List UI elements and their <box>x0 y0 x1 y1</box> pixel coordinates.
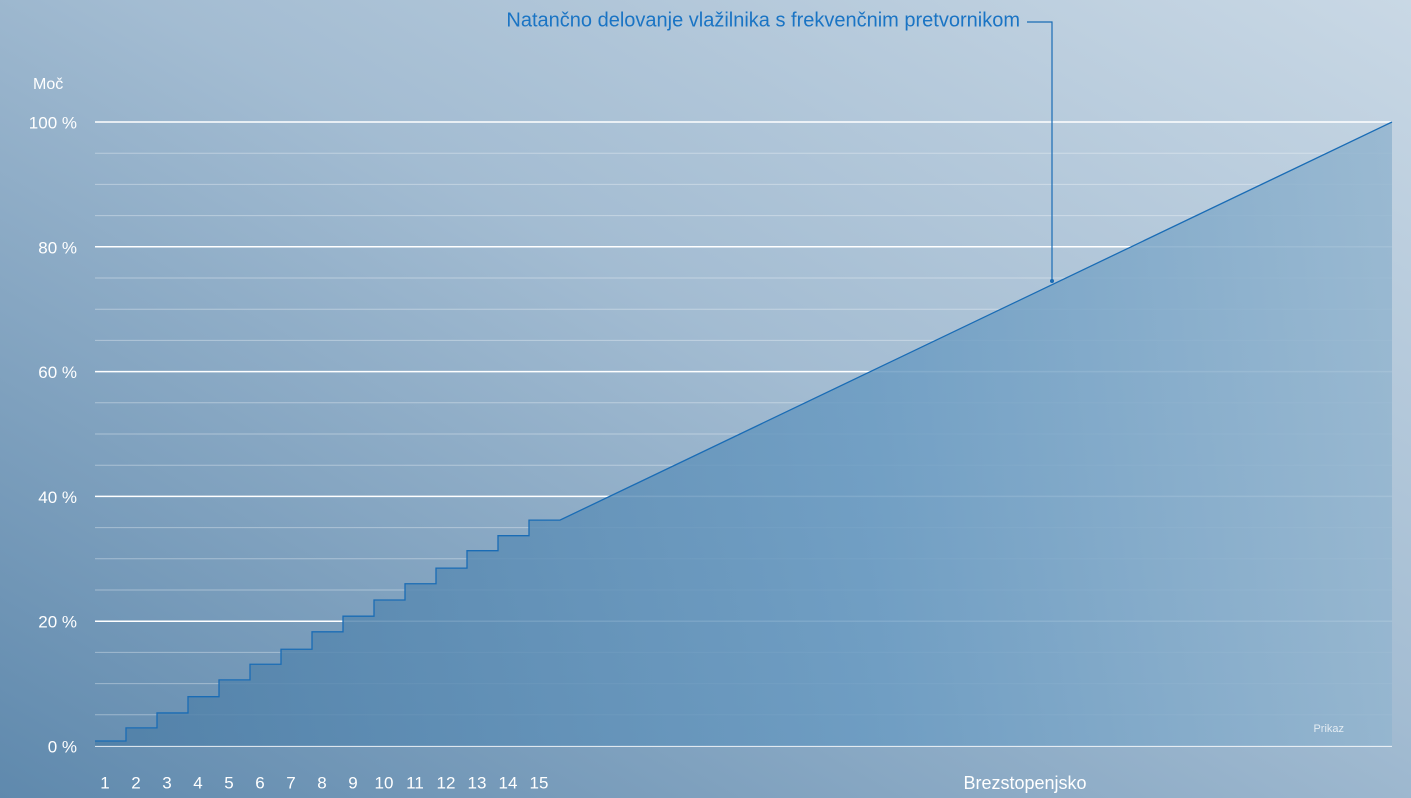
x-tick-label: 8 <box>317 773 326 792</box>
y-tick-label: 100 % <box>29 113 77 132</box>
y-axis-label: Moč <box>33 76 63 93</box>
note: Prikaz <box>1313 723 1344 735</box>
y-tick-label: 0 % <box>48 737 77 756</box>
plot <box>95 121 1393 746</box>
annotation-dot <box>1050 279 1054 283</box>
x-tick-label: 6 <box>255 773 264 792</box>
x-tick-label: 15 <box>530 773 549 792</box>
power-line <box>95 121 1393 742</box>
continuous-label: Brezstopenjsko <box>963 773 1086 793</box>
x-tick-label: 12 <box>437 773 456 792</box>
x-tick-label: 1 <box>100 773 109 792</box>
y-tick-label: 80 % <box>38 238 77 257</box>
x-tick-label: 9 <box>348 773 357 792</box>
y-tick-label: 20 % <box>38 613 77 632</box>
x-tick-label: 7 <box>286 773 295 792</box>
x-tick-label: 2 <box>131 773 140 792</box>
x-tick-label: 14 <box>499 773 518 792</box>
y-tick-label: 60 % <box>38 363 77 382</box>
x-tick-label: 11 <box>406 773 424 792</box>
y-tick-label: 40 % <box>38 488 77 507</box>
x-tick-label: 10 <box>375 773 394 792</box>
annotation-title: Natančno delovanje vlažilnika s frekvenč… <box>506 9 1020 31</box>
area <box>95 122 1392 746</box>
x-tick-label: 3 <box>162 773 171 792</box>
x-tick-label: 5 <box>224 773 233 792</box>
x-tick-label: 13 <box>468 773 487 792</box>
annotation-arrow <box>1027 21 1053 280</box>
x-tick-label: 4 <box>193 773 202 792</box>
